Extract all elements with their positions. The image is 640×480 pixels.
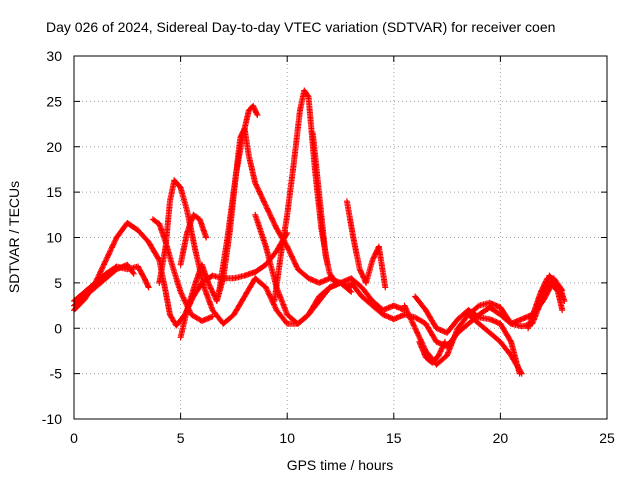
marker-path [309,130,340,286]
y-tick-label: 15 [46,184,62,200]
marker-path [177,211,210,268]
marker-path [216,102,261,295]
series-trace-19 [535,279,566,314]
marker-path [401,278,566,368]
plot-frame [73,55,608,420]
series-trace-17 [465,311,525,377]
chart-title: Day 026 of 2024, Sidereal Day-to-day VTE… [46,19,555,35]
x-tick-label: 15 [386,430,402,446]
marker-path [252,211,355,327]
y-axis-label: SDTVAR / TECUs [6,181,22,293]
y-tick-label: 30 [46,48,62,64]
y-tick-label: 0 [54,320,62,336]
series-trace-11 [309,130,340,286]
series-trace-7 [177,211,210,268]
y-tick-label: -5 [50,366,63,382]
grid [74,56,607,419]
marker-path [465,311,525,377]
data-points [71,87,568,377]
x-tick-label: 0 [70,430,78,446]
series-trace-12 [343,198,389,291]
series-trace-16 [416,338,448,366]
series-trace-15 [412,293,523,377]
x-tick-label: 10 [279,430,295,446]
marker-path [412,293,523,377]
series-trace-14 [401,278,566,368]
y-tick-label: 5 [54,275,62,291]
x-tick-label: 25 [599,430,615,446]
axis-ticks: 0 5 10 15 20 25 -10 -5 0 5 10 15 20 25 30 [42,48,615,446]
y-tick-label: 10 [46,230,62,246]
series-trace-8 [216,102,261,295]
y-tick-label: -10 [42,411,62,427]
marker-path [535,279,566,314]
marker-path [416,338,448,366]
y-tick-label: 20 [46,139,62,155]
x-axis-label: GPS time / hours [287,457,394,473]
x-tick-label: 20 [493,430,509,446]
y-tick-label: 25 [46,93,62,109]
x-tick-label: 5 [177,430,185,446]
marker-path [343,198,389,291]
series-trace-9 [252,211,355,327]
